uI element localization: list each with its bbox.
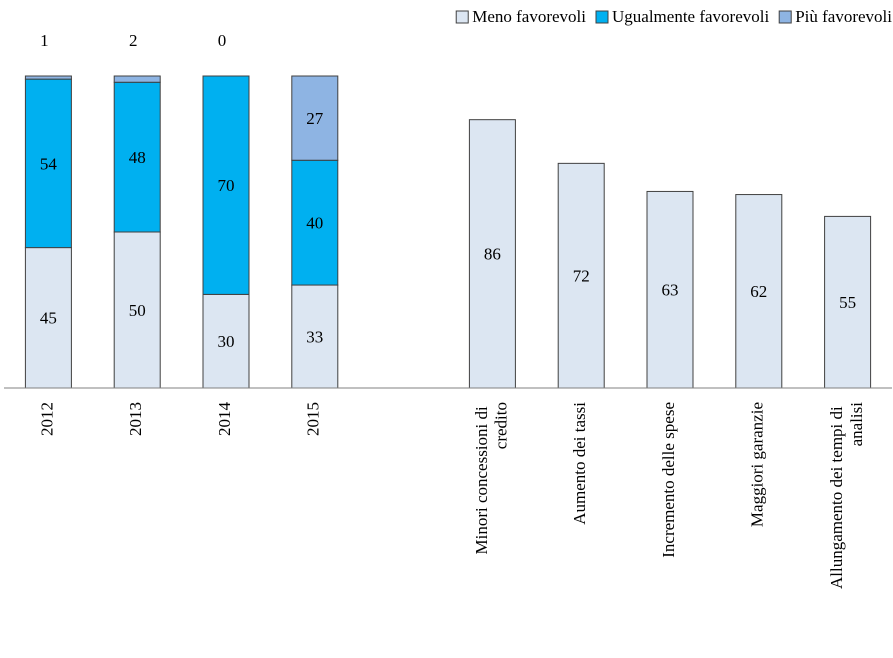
value-label: 63 (662, 281, 679, 300)
x-tick-label: 2013 (126, 402, 145, 436)
value-label: 45 (40, 309, 57, 328)
value-label: 50 (129, 301, 146, 320)
bar-segment (557, 162, 605, 389)
legend-swatch (778, 10, 792, 24)
legend-swatch (455, 10, 469, 24)
bar-segment (24, 247, 72, 389)
value-label: 48 (129, 148, 146, 167)
legend-label: Più favorevoli (795, 7, 892, 26)
value-label: 86 (484, 245, 501, 264)
bar-segment (291, 159, 339, 286)
value-label: 33 (306, 327, 323, 346)
bar-segment (735, 194, 783, 389)
value-label: 54 (40, 154, 58, 173)
legend-swatch (595, 10, 609, 24)
x-tick-label: Allungamento dei tempi di analisi (827, 402, 866, 589)
value-label: 72 (573, 267, 590, 286)
value-label: 0 (218, 31, 227, 50)
bar-segment (824, 215, 872, 389)
bar-segment (24, 78, 72, 249)
x-tick-label: 2014 (215, 402, 234, 437)
bar-segment (468, 119, 516, 389)
bar-segment (291, 75, 339, 161)
value-label: 40 (306, 214, 323, 233)
legend-label: Meno favorevoli (472, 7, 586, 26)
value-label: 62 (750, 282, 767, 301)
value-label: 70 (218, 176, 235, 195)
value-label: 55 (839, 293, 856, 312)
value-label: 1 (40, 31, 49, 50)
x-tick-label: 2012 (37, 402, 56, 436)
legend-label: Ugualmente favorevoli (612, 7, 769, 26)
x-tick-label: Aumento dei tassi (570, 402, 589, 525)
value-label: 2 (129, 31, 138, 50)
x-tick-label: Maggiori garanzie (748, 402, 767, 527)
bar-segment (202, 75, 250, 295)
bar-segment (646, 190, 694, 389)
x-tick-label: Minori concessioni di credito (472, 402, 511, 555)
x-tick-label: 2015 (304, 402, 323, 436)
bar-segment (113, 75, 161, 83)
value-label: 27 (306, 109, 324, 128)
value-label: 30 (218, 332, 235, 351)
bar-segment (24, 75, 72, 80)
x-tick-label: Incremento delle spese (659, 402, 678, 558)
legend: Meno favorevoli Ugualmente favorevoli Più … (455, 7, 892, 26)
bar-segment (113, 81, 161, 233)
